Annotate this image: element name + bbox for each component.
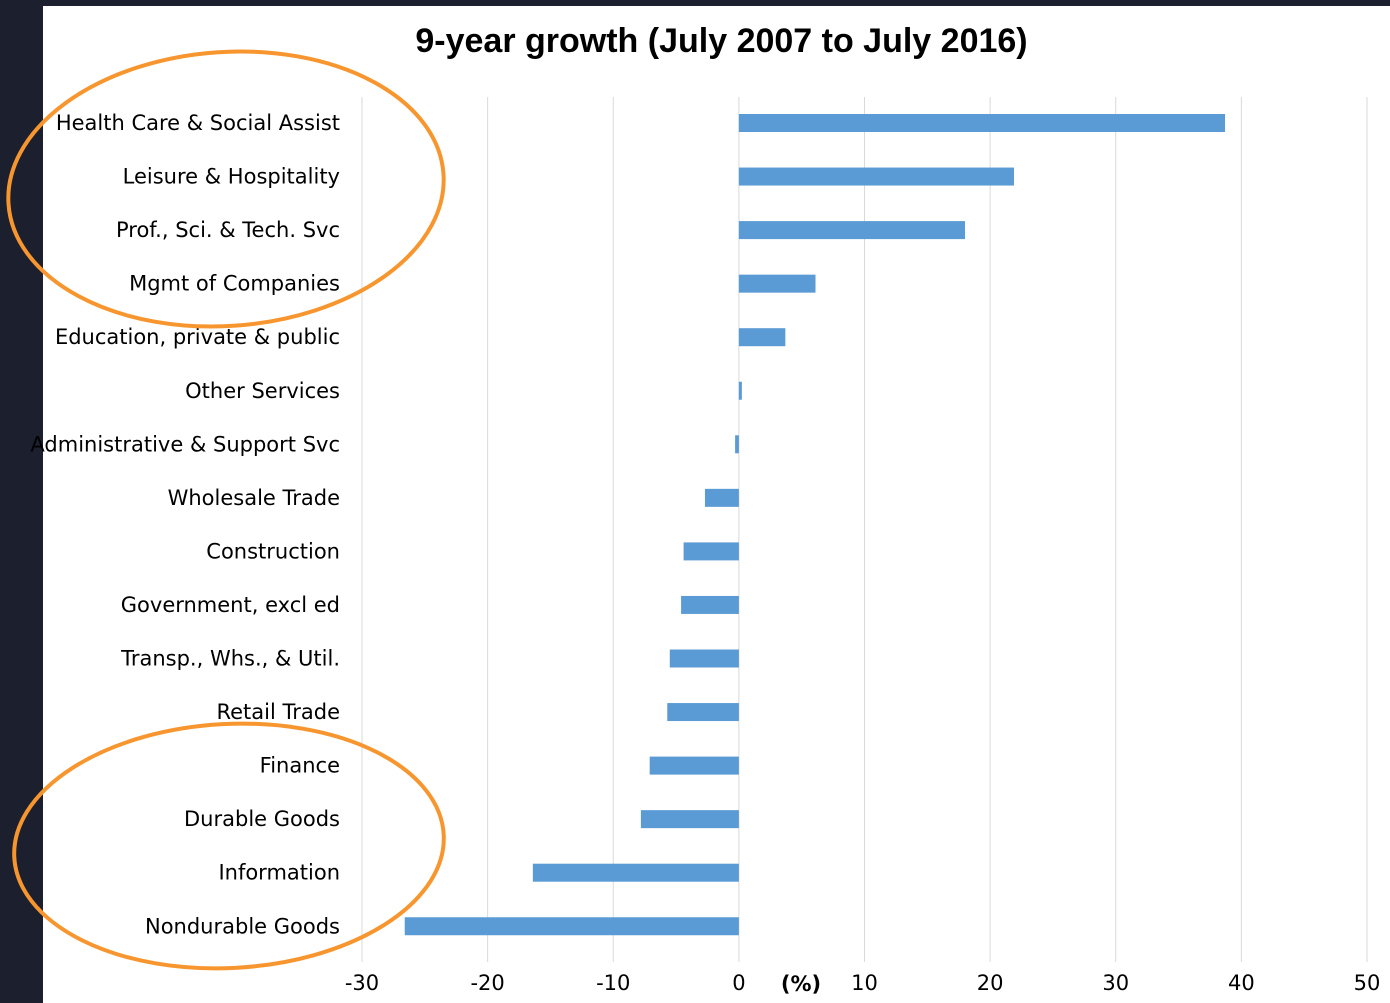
x-tick-label: -20: [470, 971, 504, 995]
x-tick-label: -10: [596, 971, 630, 995]
category-label: Transp., Whs., & Util.: [120, 647, 340, 671]
x-tick-label: -30: [345, 971, 379, 995]
bar: [738, 114, 1226, 132]
category-label: Leisure & Hospitality: [123, 165, 340, 189]
top-growth-highlight-ellipse: [6, 49, 446, 329]
category-label: Wholesale Trade: [168, 486, 340, 510]
x-tick-label: 10: [851, 971, 878, 995]
bar: [738, 274, 816, 293]
x-axis-label: (%): [781, 972, 821, 996]
bar: [738, 381, 742, 400]
bar: [532, 863, 739, 882]
bar: [667, 703, 739, 722]
x-axis-ticks: -30 -20 -10 0 10 20 30 40 50 (%): [345, 971, 1381, 996]
bar: [681, 595, 739, 614]
bar: [640, 810, 739, 829]
bar: [738, 328, 786, 347]
category-labels: Health Care & Social Assist Leisure & Hos…: [30, 111, 340, 938]
category-label: Health Care & Social Assist: [56, 111, 340, 135]
category-label: Prof., Sci. & Tech. Svc: [116, 218, 340, 242]
category-label: Government, excl ed: [121, 593, 340, 617]
x-tick-label: 20: [977, 971, 1004, 995]
x-tick-label: 50: [1354, 971, 1381, 995]
bottom-decline-highlight-ellipse: [12, 721, 446, 971]
category-label: Education, private & public: [55, 325, 340, 349]
category-label: Administrative & Support Svc: [30, 432, 340, 456]
category-label: Other Services: [185, 379, 340, 403]
category-label: Construction: [206, 539, 340, 563]
bar: [404, 917, 739, 936]
category-label: Information: [218, 861, 340, 885]
bar: [735, 435, 739, 454]
bar: [738, 221, 965, 240]
top-dark-border: [43, 0, 1390, 6]
bar: [704, 488, 739, 507]
chart-title: 9-year growth (July 2007 to July 2016): [415, 22, 1028, 60]
x-tick-label: 0: [732, 971, 745, 995]
bar: [738, 167, 1014, 186]
bar: [683, 542, 739, 561]
x-tick-label: 30: [1102, 971, 1129, 995]
left-dark-border: [0, 0, 43, 1003]
annotations: [6, 49, 446, 971]
category-label: Retail Trade: [216, 700, 340, 724]
bars: [404, 114, 1226, 936]
category-label: Mgmt of Companies: [129, 272, 340, 296]
category-label: Finance: [260, 754, 340, 778]
category-label: Durable Goods: [184, 807, 340, 831]
x-tick-label: 40: [1228, 971, 1255, 995]
bar: [649, 756, 739, 775]
category-label: Nondurable Goods: [145, 914, 340, 938]
bar: [669, 649, 739, 668]
